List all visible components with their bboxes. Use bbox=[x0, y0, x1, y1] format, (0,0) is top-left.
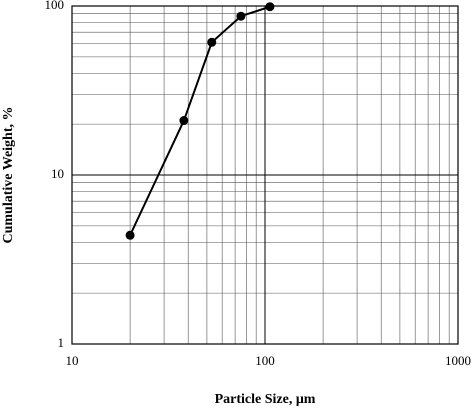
y-tick-label: 10 bbox=[51, 166, 64, 181]
data-point bbox=[125, 230, 135, 240]
plot-frame bbox=[71, 5, 459, 345]
data-point bbox=[236, 11, 246, 21]
data-point bbox=[265, 2, 275, 12]
x-axis-label: Particle Size, μm bbox=[215, 392, 316, 407]
x-tick-label: 1000 bbox=[445, 353, 471, 368]
y-tick-label: 1 bbox=[58, 335, 65, 350]
y-axis-label: Cumulative Weight, % bbox=[1, 106, 16, 243]
data-point bbox=[179, 116, 189, 126]
x-tick-label: 100 bbox=[255, 353, 275, 368]
x-tick-label: 10 bbox=[66, 353, 79, 368]
data-point bbox=[207, 37, 217, 47]
y-tick-label: 100 bbox=[45, 0, 65, 12]
